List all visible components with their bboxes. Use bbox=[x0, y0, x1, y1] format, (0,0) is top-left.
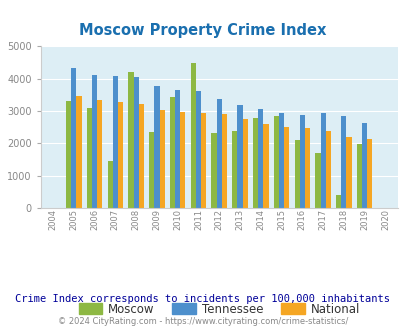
Bar bbox=[252, 118, 258, 208]
Bar bbox=[139, 104, 144, 208]
Text: © 2024 CityRating.com - https://www.cityrating.com/crime-statistics/: © 2024 CityRating.com - https://www.city… bbox=[58, 317, 347, 326]
Bar bbox=[367, 139, 371, 208]
Bar bbox=[356, 144, 361, 208]
Bar bbox=[278, 113, 284, 208]
Text: Moscow Property Crime Index: Moscow Property Crime Index bbox=[79, 23, 326, 38]
Bar bbox=[118, 103, 123, 208]
Bar bbox=[149, 132, 154, 208]
Bar bbox=[154, 86, 159, 208]
Bar bbox=[284, 127, 289, 208]
Bar bbox=[66, 101, 71, 208]
Bar bbox=[325, 131, 330, 208]
Bar bbox=[232, 131, 237, 208]
Bar bbox=[335, 195, 341, 208]
Bar bbox=[361, 122, 367, 208]
Bar bbox=[128, 72, 133, 208]
Bar bbox=[113, 76, 118, 208]
Bar bbox=[107, 161, 113, 208]
Bar bbox=[341, 116, 345, 208]
Bar bbox=[87, 108, 92, 208]
Bar bbox=[71, 68, 76, 208]
Bar bbox=[180, 112, 185, 208]
Bar bbox=[263, 124, 268, 208]
Text: Crime Index corresponds to incidents per 100,000 inhabitants: Crime Index corresponds to incidents per… bbox=[15, 294, 390, 304]
Bar bbox=[242, 119, 247, 208]
Bar bbox=[159, 110, 164, 208]
Bar bbox=[216, 99, 221, 208]
Bar bbox=[97, 100, 102, 208]
Bar bbox=[320, 113, 325, 208]
Bar bbox=[258, 109, 263, 208]
Bar bbox=[92, 75, 97, 208]
Bar bbox=[76, 96, 81, 208]
Bar bbox=[169, 97, 175, 208]
Bar bbox=[304, 128, 309, 208]
Bar bbox=[211, 133, 216, 208]
Legend: Moscow, Tennessee, National: Moscow, Tennessee, National bbox=[74, 298, 364, 320]
Bar bbox=[299, 115, 304, 208]
Bar bbox=[133, 77, 139, 208]
Bar bbox=[273, 116, 278, 208]
Bar bbox=[190, 63, 195, 208]
Bar bbox=[175, 89, 180, 208]
Bar bbox=[294, 140, 299, 208]
Bar bbox=[345, 137, 351, 208]
Bar bbox=[200, 113, 206, 208]
Bar bbox=[237, 105, 242, 208]
Bar bbox=[221, 115, 226, 208]
Bar bbox=[195, 91, 200, 208]
Bar bbox=[315, 153, 320, 208]
